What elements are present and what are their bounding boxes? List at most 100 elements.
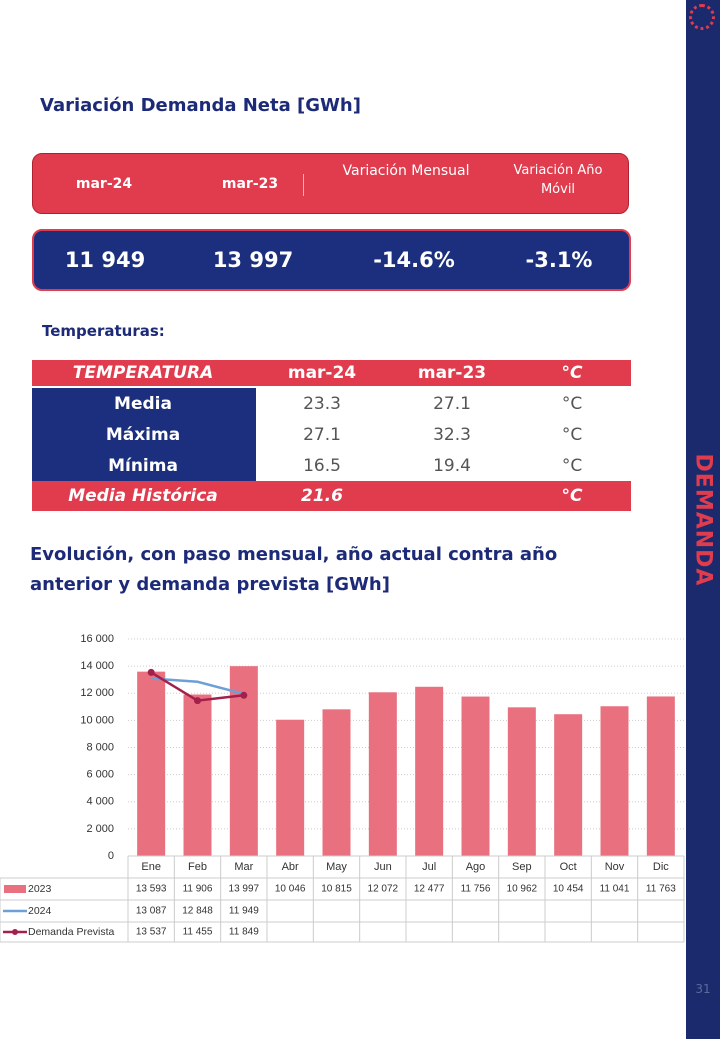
data-label: 10 962 <box>507 884 538 895</box>
row-label-bg <box>32 388 256 419</box>
data-label: 13 593 <box>136 884 167 895</box>
y-tick-label: 0 <box>108 850 114 862</box>
header-cell: Variación Mensual <box>342 163 470 179</box>
line <box>151 677 245 696</box>
sidebar-label: DEMANDA <box>690 453 716 587</box>
x-tick-label: Sep <box>512 861 532 873</box>
row-label-bg <box>32 419 256 450</box>
data-label: 12 477 <box>414 884 445 895</box>
value-cell: °C <box>561 393 583 414</box>
x-tick-label: Feb <box>188 861 207 873</box>
table-row: Mínima 16.5 19.4 °C <box>32 450 631 481</box>
divider <box>303 174 304 196</box>
x-tick-label: Ago <box>466 861 486 873</box>
data-label: 13 087 <box>136 906 167 917</box>
legend-swatch <box>12 929 18 935</box>
header-cell: mar-23 <box>417 363 487 383</box>
value-cell: 16.5 <box>303 455 341 476</box>
data-label: 12 072 <box>368 884 399 895</box>
chart: 0 2 000 4 000 6 000 8 000 10 000 12 000 14 000 1… <box>0 633 685 943</box>
marker <box>240 691 248 699</box>
temperatures-title: Temperaturas: <box>42 322 165 340</box>
sidebar: DEMANDA 31 <box>686 0 720 1039</box>
data-label: 11 041 <box>600 884 630 895</box>
y-tick-label: 14 000 <box>80 660 114 672</box>
y-tick-label: 16 000 <box>80 633 114 645</box>
x-tick-label: Nov <box>605 861 625 873</box>
table-footer: Media Histórica 21.6 °C <box>32 481 631 511</box>
footer-cell: 21.6 <box>301 486 343 506</box>
x-tick-label: Abr <box>282 861 299 873</box>
value-cell: 23.3 <box>303 393 341 414</box>
bar <box>276 719 305 856</box>
row-label-bg <box>32 450 256 481</box>
row-label: Mínima <box>108 455 178 476</box>
header-cell: mar-23 <box>221 176 279 192</box>
data-label: 11 763 <box>646 884 676 895</box>
y-tick-label: 12 000 <box>80 687 114 699</box>
data-label: 13 537 <box>136 927 167 938</box>
legend-label: 2023 <box>28 883 52 895</box>
logo <box>689 4 715 30</box>
data-label: 11 849 <box>229 927 259 938</box>
marker <box>147 668 155 676</box>
value-cell: -14.6% <box>373 248 455 272</box>
bar <box>183 694 212 856</box>
value-cell: -3.1% <box>525 248 593 272</box>
bar <box>507 707 536 856</box>
section-title: Variación Demanda Neta [GWh] <box>40 95 361 116</box>
chart-title: Evolución, con paso mensual, año actual … <box>30 544 558 595</box>
header-cell: TEMPERATURA <box>72 363 214 383</box>
data-label: 11 906 <box>183 884 213 895</box>
data-label: 11 949 <box>229 906 259 917</box>
data-label: 11 756 <box>461 884 491 895</box>
bar <box>461 696 490 856</box>
value-cell: 27.1 <box>433 393 471 414</box>
page-number: 31 <box>695 982 711 996</box>
bar <box>646 696 675 856</box>
x-tick-label: Dic <box>653 861 669 873</box>
x-tick-label: Mar <box>234 861 253 873</box>
bar <box>600 706 629 856</box>
bar <box>368 692 397 856</box>
footer-cell: °C <box>561 486 583 506</box>
y-tick-label: 6 000 <box>86 769 114 781</box>
value-cell: 19.4 <box>433 455 471 476</box>
bar <box>554 714 583 856</box>
value-cell: 27.1 <box>303 424 341 445</box>
table-row: Media 23.3 27.1 °C <box>32 388 631 419</box>
legend-label: 2024 <box>28 905 52 917</box>
bar <box>415 686 444 856</box>
header-cell: °C <box>561 363 583 383</box>
data-label: 10 454 <box>553 884 584 895</box>
table-row: Máxima 27.1 32.3 °C <box>32 419 631 450</box>
value-cell: °C <box>561 455 583 476</box>
row-label: Máxima <box>105 424 181 445</box>
x-tick-label: Ene <box>141 861 161 873</box>
header-cell: mar-24 <box>75 176 133 192</box>
data-label: 10 815 <box>321 884 352 895</box>
x-tick-label: Jun <box>374 861 392 873</box>
x-tick-label: Oct <box>560 861 577 873</box>
bar <box>137 671 166 856</box>
x-tick-label: Jul <box>422 861 436 873</box>
legend-swatch <box>4 885 26 893</box>
value-cell: °C <box>561 424 583 445</box>
data-label: 10 046 <box>275 884 306 895</box>
header-cell: Variación Año Móvil <box>513 163 603 197</box>
x-tick-label: May <box>326 861 347 873</box>
bar <box>322 709 351 856</box>
data-label: 13 997 <box>229 884 260 895</box>
y-tick-label: 2 000 <box>86 823 114 835</box>
footer-cell: Media Histórica <box>68 486 218 506</box>
y-tick-label: 10 000 <box>80 714 114 726</box>
y-tick-label: 8 000 <box>86 741 114 753</box>
value-cell: 32.3 <box>433 424 471 445</box>
header-cell: mar-24 <box>287 363 357 383</box>
y-tick-label: 4 000 <box>86 796 114 808</box>
value-cell: 13 997 <box>212 248 294 272</box>
data-label: 12 848 <box>182 906 213 917</box>
table-header: TEMPERATURA mar-24 mar-23 °C <box>32 360 631 386</box>
value-cell: 11 949 <box>64 248 146 272</box>
